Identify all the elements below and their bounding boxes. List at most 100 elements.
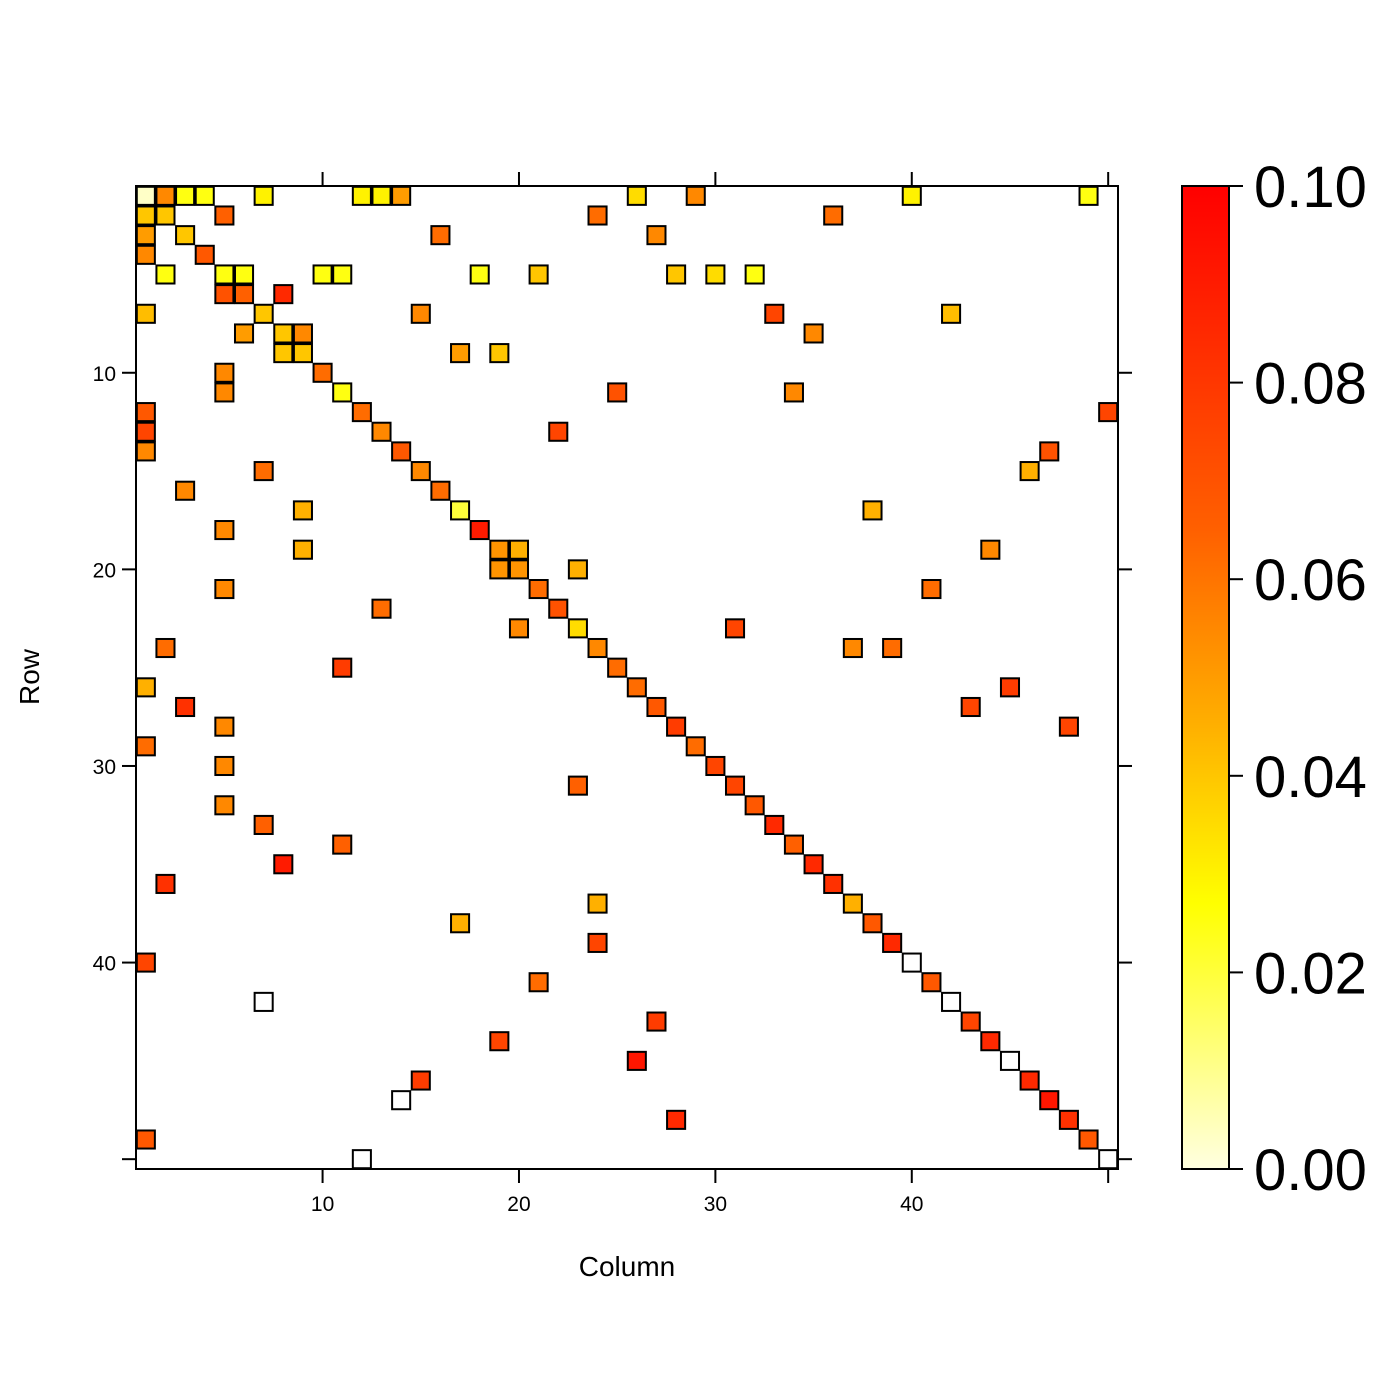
heatmap-cell [371, 421, 392, 442]
heatmap-cell [410, 303, 431, 324]
heatmap-cell [1058, 1109, 1079, 1130]
heatmap-cell [175, 696, 196, 718]
heatmap-cell [1039, 441, 1060, 462]
heatmap-cell [508, 559, 530, 580]
heatmap-cell [842, 893, 863, 914]
heatmap-cell [489, 343, 510, 364]
heatmap-cell [607, 382, 628, 403]
heatmap-cell [666, 264, 687, 285]
heatmap-cell [450, 500, 471, 521]
heatmap-cell [214, 520, 235, 541]
heatmap-cell [135, 952, 156, 973]
heatmap-cell [803, 323, 824, 344]
heatmap-cell [273, 854, 294, 875]
heatmap-cell [135, 205, 156, 226]
axis-ticks: 10 20 30 40 10 20 30 40 [93, 172, 1132, 1216]
heatmap-cell [685, 736, 706, 757]
heatmap-cell [253, 461, 274, 482]
heatmap-cell [135, 441, 156, 462]
heatmap-cell [862, 913, 883, 934]
heatmap-cell [646, 225, 667, 246]
heatmap-cell [921, 579, 942, 600]
heatmap-cell [312, 264, 333, 285]
heatmap-cell [626, 1050, 647, 1071]
heatmap-cell [508, 618, 530, 639]
heatmap-cell [705, 264, 726, 285]
heatmap-cell [351, 185, 372, 206]
heatmap-cell [980, 539, 1001, 560]
heatmap-cell [567, 775, 588, 796]
heatmap-cell [489, 1031, 510, 1052]
heatmap-cell [1039, 1090, 1060, 1111]
heatmap-cell [882, 637, 903, 659]
heatmap-cell [273, 284, 294, 305]
heatmap-cell [292, 343, 313, 364]
heatmap-cell [391, 185, 412, 206]
heatmap-cell [548, 598, 569, 619]
heatmap-cell [450, 913, 471, 934]
heatmap-cell [626, 185, 647, 206]
heatmap-cell [901, 952, 922, 973]
heatmap-cell [508, 539, 530, 560]
colorbar [1181, 185, 1230, 1170]
heatmap-cell [135, 225, 156, 246]
heatmap-cell [764, 814, 785, 835]
heatmap-cell [1078, 185, 1099, 206]
heatmap-cell [351, 402, 372, 423]
heatmap-cell [194, 185, 215, 206]
heatmap-cell [371, 185, 392, 206]
heatmap-cell [214, 284, 235, 305]
heatmap-cell [214, 716, 235, 737]
heatmap-cell [155, 185, 176, 206]
heatmap-cell [685, 185, 706, 206]
colorbar-tick-label: 0.06 [1254, 548, 1367, 613]
heatmap-cell [587, 637, 608, 659]
heatmap-cell [214, 362, 235, 383]
heatmap-cell [1098, 402, 1119, 423]
heatmap-cell [646, 696, 667, 718]
heatmap-cell [783, 834, 804, 855]
heatmap-cell [960, 1011, 981, 1032]
x-tick-label: 20 [507, 1193, 530, 1216]
heatmap-cell [292, 500, 313, 521]
heatmap-cell [175, 185, 196, 206]
heatmap-cell [901, 185, 922, 206]
y-tick-label: 40 [93, 953, 116, 976]
heatmap-cell [705, 755, 726, 777]
heatmap-cell [135, 185, 156, 206]
y-tick-label: 10 [93, 363, 116, 386]
heatmap-cell [489, 559, 510, 580]
heatmap-cell [175, 225, 196, 246]
heatmap-cell [155, 637, 176, 659]
heatmap-cell [862, 500, 883, 521]
heatmap-cell [253, 303, 274, 324]
heatmap-cell [646, 1011, 667, 1032]
heatmap-cell [823, 873, 844, 894]
heatmap-cells [135, 185, 1119, 1170]
heatmap-cell [764, 303, 785, 324]
heatmap-cell [626, 677, 647, 698]
heatmap-cell [1078, 1129, 1099, 1150]
heatmap-cell [587, 205, 608, 226]
heatmap-cell [607, 657, 628, 678]
heatmap-cell [175, 480, 196, 501]
heatmap-cell [1098, 1149, 1119, 1170]
heatmap-cell [744, 795, 765, 816]
heatmap-cell [666, 716, 687, 737]
heatmap-cell [194, 244, 215, 265]
heatmap-cell [410, 1070, 431, 1091]
heatmap-cell [371, 598, 392, 619]
heatmap-cell [332, 382, 353, 403]
heatmap-cell [960, 696, 981, 718]
heatmap-cell [469, 264, 490, 285]
heatmap-cell [253, 991, 274, 1012]
heatmap-cell [548, 421, 569, 442]
heatmap-cell [155, 205, 176, 226]
colorbar-tick-label: 0.00 [1254, 1138, 1367, 1203]
heatmap-cell [882, 932, 903, 953]
heatmap-cell [155, 873, 176, 894]
heatmap-cell [214, 579, 235, 600]
heatmap-cell [941, 991, 962, 1012]
heatmap-cell [1019, 1070, 1040, 1091]
heatmap-cell [1019, 461, 1040, 482]
